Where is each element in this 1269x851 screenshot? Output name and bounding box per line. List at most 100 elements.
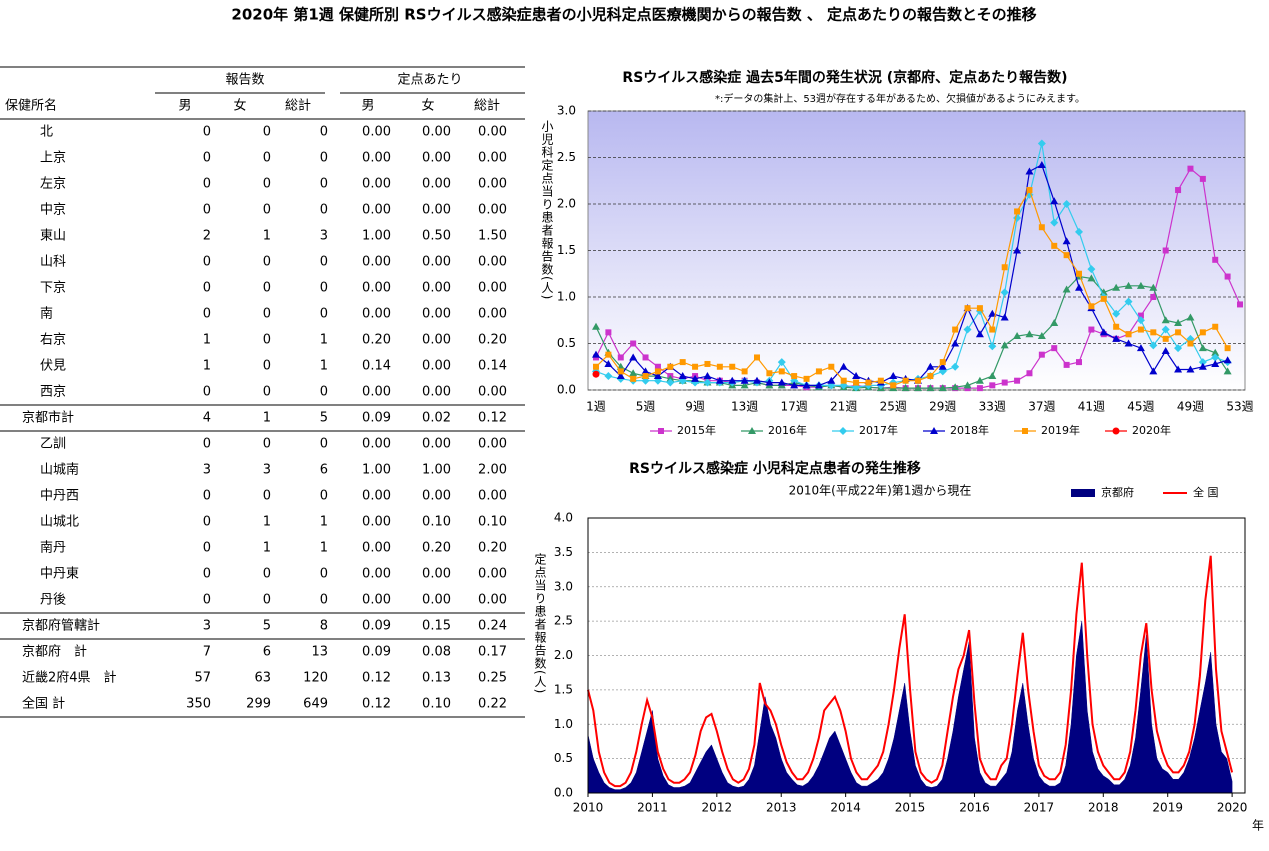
marker [703, 378, 712, 387]
cell: 0.09 [362, 645, 391, 660]
x-tick-label: 2018 [1088, 801, 1119, 815]
row-name: 京都市計 [22, 410, 74, 426]
marker [654, 363, 661, 370]
cell: 0.00 [422, 593, 451, 608]
cell: 0.20 [478, 333, 507, 348]
row-name: 山科 [40, 255, 66, 270]
chart-title: RSウイルス感染症 小児科定点患者の発生推移 [629, 460, 921, 477]
x-tick-label: 1週 [586, 400, 606, 414]
marker [853, 379, 860, 386]
cell: 0.09 [362, 411, 391, 426]
cell: 0 [320, 255, 328, 270]
cell: 0.00 [478, 385, 507, 400]
cell: 0 [203, 515, 211, 530]
marker [630, 340, 637, 347]
series-line [595, 164, 1228, 386]
cell: 1.00 [362, 229, 391, 244]
cell: 1 [320, 515, 328, 530]
marker [1149, 367, 1158, 375]
marker [592, 370, 600, 378]
row-name: 全国 計 [22, 696, 65, 712]
cell: 0.00 [478, 125, 507, 140]
marker [1224, 345, 1231, 352]
marker [938, 362, 947, 370]
cell: 0.00 [362, 151, 391, 166]
marker [1075, 227, 1083, 236]
cell: 0 [203, 541, 211, 556]
marker [877, 377, 884, 384]
marker [1124, 281, 1133, 289]
cell: 0.10 [478, 515, 507, 530]
row-name: 東山 [40, 228, 66, 244]
marker [1124, 339, 1133, 347]
cell: 0 [263, 489, 271, 504]
marker [1063, 361, 1070, 368]
cell: 1 [263, 411, 271, 426]
series-line [595, 188, 1229, 387]
cell: 0.00 [362, 307, 391, 322]
x-tick-label: 21週 [830, 400, 857, 414]
cell: 1.50 [478, 229, 507, 244]
marker [791, 373, 798, 380]
cell: 0 [320, 281, 328, 296]
x-tick-label: 2011 [637, 801, 668, 815]
marker [1149, 283, 1158, 291]
cell: 0 [203, 151, 211, 166]
marker [1037, 160, 1046, 168]
marker [1150, 294, 1157, 300]
marker [939, 359, 946, 366]
column-header: 女 [421, 98, 434, 114]
marker [1025, 330, 1034, 338]
marker [1000, 313, 1009, 321]
marker [1113, 323, 1120, 330]
cell: 0.12 [478, 411, 507, 426]
marker [1013, 246, 1022, 254]
marker [1025, 167, 1034, 175]
legend-label: 全 国 [1193, 485, 1219, 499]
marker [666, 374, 675, 382]
row-name: 西京 [40, 385, 66, 400]
cell: 0.00 [362, 177, 391, 192]
cell: 0.00 [478, 151, 507, 166]
marker [865, 379, 872, 386]
row-name: 右京 [40, 333, 66, 348]
marker [1050, 197, 1059, 205]
marker [1162, 335, 1169, 342]
plot-background [587, 110, 1246, 391]
marker [1150, 329, 1157, 336]
x-tick-label: 2019 [1152, 801, 1183, 815]
row-name: 山城南 [40, 462, 79, 478]
cell: 0 [320, 125, 328, 140]
cell: 0 [203, 385, 211, 400]
row-name: 乙訓 [40, 436, 66, 452]
marker [951, 362, 960, 371]
chart-title: RSウイルス感染症 過去5年間の発生状況 (京都府、定点あたり報告数) [622, 69, 1067, 86]
cell: 7 [203, 645, 211, 660]
cell: 1 [203, 359, 211, 374]
group-header: 定点あたり [397, 73, 462, 88]
marker [630, 375, 637, 382]
cell: 0.00 [422, 177, 451, 192]
cell: 0 [203, 203, 211, 218]
marker [593, 363, 599, 370]
marker [988, 342, 997, 351]
marker [1037, 332, 1046, 340]
y-tick-label: 1.5 [557, 243, 576, 257]
marker [1125, 331, 1132, 338]
cell: 0 [203, 177, 211, 192]
marker [679, 359, 686, 366]
marker [964, 305, 971, 312]
marker [1199, 329, 1206, 336]
cell: 3 [203, 463, 211, 478]
marker [678, 372, 687, 380]
cell: 0.24 [478, 619, 507, 634]
x-tick-label: 2013 [766, 801, 797, 815]
cell: 0.02 [422, 411, 451, 426]
marker [716, 363, 723, 370]
cell: 0.00 [362, 385, 391, 400]
cell: 0.14 [478, 359, 507, 374]
y-tick-label: 3.0 [557, 104, 576, 118]
cell: 13 [311, 645, 328, 660]
cell: 3 [203, 619, 211, 634]
marker [1199, 175, 1206, 182]
